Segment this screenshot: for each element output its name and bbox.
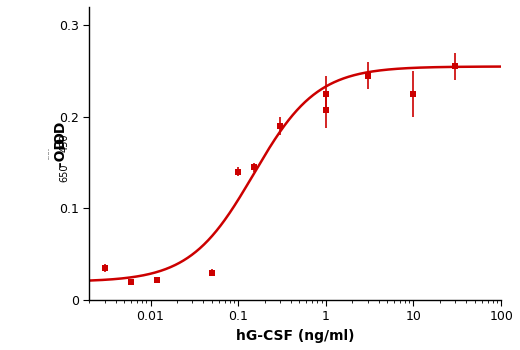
X-axis label: hG-CSF (ng/ml): hG-CSF (ng/ml) [236,329,355,343]
Y-axis label: $\mathregular{OD\ _{450}\ -OD\ _{650}}$: $\mathregular{OD\ _{450}\ -OD\ _{650}}$ [48,147,54,160]
Text: OD: OD [54,121,68,144]
Text: 450: 450 [60,134,70,152]
Text: 650: 650 [60,163,70,182]
Text: -OD: -OD [54,138,68,172]
